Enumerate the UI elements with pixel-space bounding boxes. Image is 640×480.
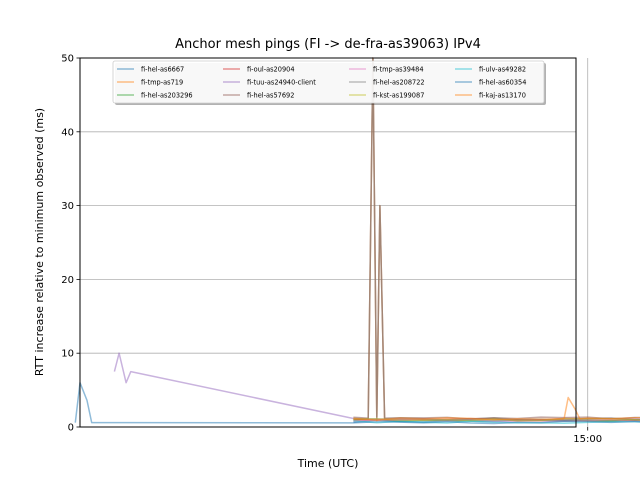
y-axis: 0 10 20 30 40 50 xyxy=(61,54,80,434)
legend-label: fi-hel-as208722 xyxy=(373,78,425,86)
y-tick-label: 50 xyxy=(61,54,74,65)
legend-label: fi-oul-as20904 xyxy=(247,65,295,73)
legend-label: fi-hel-as6667 xyxy=(141,65,184,73)
legend-item: fi-hel-as203296 xyxy=(117,91,193,99)
legend-item: fi-kaj-as13170 xyxy=(455,91,526,99)
x-axis-label: Time (UTC) xyxy=(297,457,359,470)
legend-label: fi-kaj-as13170 xyxy=(479,91,526,99)
y-tick-label: 30 xyxy=(61,201,74,212)
legend-item: fi-ulv-as49282 xyxy=(455,65,526,73)
legend-label: fi-hel-as60354 xyxy=(479,78,526,86)
legend-label: fi-hel-as57692 xyxy=(247,91,294,99)
legend-item: fi-hel-as208722 xyxy=(349,78,425,86)
legend-label: fi-ulv-as49282 xyxy=(479,65,526,73)
legend-label: fi-kst-as199087 xyxy=(373,91,424,99)
legend-item: fi-tmp-as719 xyxy=(117,78,183,86)
legend-item: fi-oul-as20904 xyxy=(223,65,295,73)
legend-label: fi-tuu-as24940-client xyxy=(247,78,316,86)
legend-item: fi-hel-as57692 xyxy=(223,91,294,99)
legend-item: fi-tuu-as24940-client xyxy=(223,78,316,86)
legend: fi-hel-as6667 fi-tmp-as719 fi-hel-as203296… xyxy=(112,60,546,105)
x-axis: 15:0018:0021:0000:0003:0006:0009:0012:00… xyxy=(573,427,602,445)
legend-label: fi-hel-as203296 xyxy=(141,91,193,99)
legend-item: fi-hel-as60354 xyxy=(455,78,526,86)
y-tick-label: 40 xyxy=(61,127,74,138)
y-tick-label: 0 xyxy=(68,423,74,434)
legend-label: fi-tmp-as39484 xyxy=(373,65,424,73)
legend-label: fi-tmp-as719 xyxy=(141,78,183,86)
y-tick-label: 20 xyxy=(61,275,74,286)
legend-box xyxy=(112,60,545,104)
y-tick-label: 10 xyxy=(61,349,74,360)
legend-item: fi-hel-as6667 xyxy=(117,65,184,73)
legend-item: fi-kst-as199087 xyxy=(349,91,424,99)
axes-frame xyxy=(79,57,577,428)
y-axis-label: RTT increase relative to minimum observe… xyxy=(33,108,46,376)
x-tick-label: 15:00 xyxy=(573,434,602,445)
legend-item: fi-tmp-as39484 xyxy=(349,65,424,73)
chart-title: Anchor mesh pings (FI -> de-fra-as39063)… xyxy=(175,37,481,52)
